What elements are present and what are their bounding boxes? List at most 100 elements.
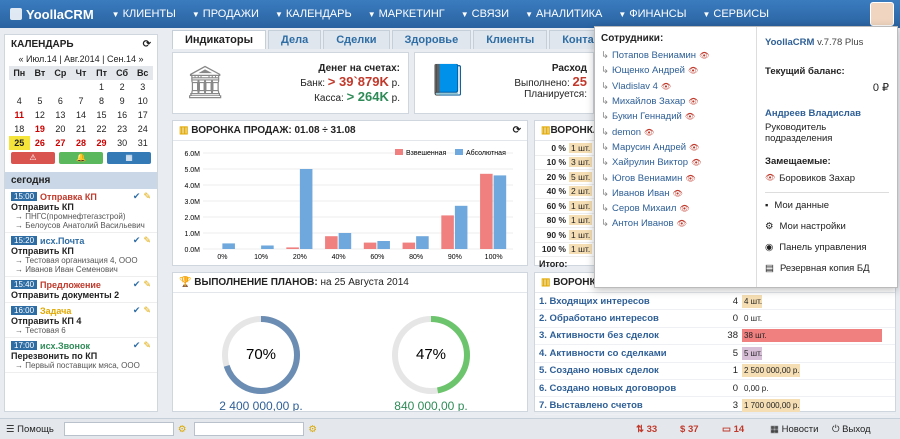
edit-icon[interactable]: ✎ (143, 191, 151, 201)
nav-item[interactable]: ▼ КАЛЕНДАРЬ (274, 8, 352, 20)
bar-absolute[interactable] (338, 233, 352, 249)
search-icon[interactable]: ⚙ (308, 423, 317, 435)
task-item[interactable]: 15:40 Предложение ✔ ✎ Отправить документы 2 (5, 277, 157, 303)
kpi-row[interactable]: 2. Обработано интересов 0 0 шт. (535, 310, 895, 328)
exit-link[interactable]: ⏻ Выход (832, 423, 871, 435)
employee-item[interactable]: ↳ Михайлов Захар 👁 (601, 96, 699, 108)
edit-icon[interactable]: ✎ (143, 305, 151, 315)
tab-item[interactable]: Сделки (323, 30, 390, 49)
check-icon[interactable]: ✔ (132, 340, 141, 350)
kpi-row[interactable]: 1. Входящих интересов 4 4 шт. (535, 293, 895, 311)
calendar-month-nav[interactable]: « Июл.14 | Авг.2014 | Сен.14 » (18, 54, 144, 64)
bell-button[interactable]: 🔔 (59, 152, 103, 164)
calendar-day[interactable]: 22 (96, 124, 107, 134)
task-item[interactable]: 15:20 исх.Почта ✔ ✎ Отправить КП → Тестовая о… (5, 233, 157, 277)
calendar-day[interactable]: 19 (34, 124, 45, 134)
calendar-day[interactable]: 13 (55, 110, 66, 120)
calendar-button[interactable]: ▦ (107, 152, 151, 164)
eye-icon[interactable]: 👁 (684, 112, 695, 122)
calendar-day[interactable]: 5 (37, 96, 43, 106)
check-icon[interactable]: ✔ (132, 191, 141, 201)
calendar-day[interactable]: 3 (140, 82, 146, 92)
calendar-day[interactable]: 11 (14, 110, 25, 120)
tab-item[interactable]: Здоровье (391, 30, 472, 49)
calendar-day[interactable]: 23 (117, 124, 128, 134)
edit-icon[interactable]: ✎ (143, 340, 151, 350)
menu-item[interactable]: ◉ Панель управления (765, 242, 867, 253)
eye-icon[interactable]: 👁 (676, 219, 687, 229)
calendar-day[interactable]: 24 (137, 124, 148, 134)
nav-item[interactable]: ▼ ПРОДАЖИ (191, 8, 259, 20)
calendar-day[interactable]: 2 (119, 82, 125, 92)
bar-absolute[interactable] (377, 241, 390, 249)
kpi-row[interactable]: 3. Активности без сделок 38 38 шт. (535, 328, 895, 346)
user-avatar[interactable] (870, 2, 894, 26)
search-input-1[interactable] (63, 422, 174, 436)
calendar-day[interactable]: 25 (9, 136, 30, 150)
calendar-day[interactable]: 6 (57, 96, 63, 106)
bar-absolute[interactable] (261, 245, 274, 249)
alert-button[interactable]: ⚠ (11, 152, 55, 164)
check-icon[interactable]: ✔ (132, 279, 141, 289)
tab-item[interactable]: Клиенты (473, 30, 548, 49)
calendar-day[interactable]: 16 (117, 110, 128, 120)
tab-item[interactable]: Индикаторы (172, 30, 266, 49)
calendar-day[interactable]: 14 (75, 110, 86, 120)
calendar-day[interactable]: 9 (119, 96, 125, 106)
counter-docs[interactable]: ▭ 14 (722, 423, 745, 435)
eye-icon[interactable]: 👁 (688, 66, 699, 76)
employee-item[interactable]: ↳ Букин Геннадий 👁 (601, 111, 695, 123)
nav-item[interactable]: ▼ АНАЛИТИКА (525, 8, 603, 20)
search-icon[interactable]: ⚙ (177, 423, 187, 435)
refresh-icon[interactable]: ⟳ (142, 39, 151, 50)
eye-icon[interactable]: 👁 (691, 158, 702, 168)
task-item[interactable]: 15:00 Отправка КП ✔ ✎ Отправить КП → ПНГС(про… (5, 189, 157, 233)
bar-weighted[interactable] (286, 247, 299, 249)
check-icon[interactable]: ✔ (132, 305, 141, 315)
eye-icon[interactable]: 👁 (679, 204, 690, 214)
bar-weighted[interactable] (325, 236, 338, 249)
news-link[interactable]: ▦ Новости (770, 423, 819, 435)
search-input-2[interactable] (194, 422, 305, 436)
employee-item[interactable]: ↳ Ющенко Андрей 👁 (601, 65, 699, 77)
eye-icon[interactable]: 👁 (688, 97, 699, 107)
substitute-user[interactable]: 👁 Боровиков Захар (765, 173, 856, 184)
employee-item[interactable]: ↳ Серов Михаил 👁 (601, 203, 690, 215)
bar-weighted[interactable] (363, 242, 377, 249)
edit-icon[interactable]: ✎ (143, 279, 151, 289)
bar-weighted[interactable] (402, 242, 416, 249)
employee-item[interactable]: ↳ demon 👁 (601, 126, 655, 138)
bar-absolute[interactable] (493, 175, 507, 249)
calendar-day[interactable]: 15 (96, 110, 107, 120)
employee-item[interactable]: ↳ Иванов Иван 👁 (601, 187, 683, 199)
calendar-day[interactable]: 20 (55, 124, 66, 134)
eye-icon[interactable]: 👁 (672, 188, 683, 198)
menu-item[interactable]: ⚙ Мои настройки (765, 221, 846, 232)
nav-item[interactable]: ▼ СЕРВИСЫ (702, 8, 769, 20)
task-item[interactable]: 17:00 исх.Звонок ✔ ✎ Перезвонить по КП → Перв… (5, 338, 157, 373)
counter-tasks[interactable]: ⇅ 33 (636, 423, 658, 435)
bar-weighted[interactable] (480, 173, 493, 249)
eye-icon[interactable]: 👁 (699, 51, 710, 61)
counter-money[interactable]: $ 37 (680, 423, 699, 435)
task-item[interactable]: 16:00 Задача ✔ ✎ Отправить КП 4 → Тестовая 6 (5, 303, 157, 338)
nav-item[interactable]: ▼ СВЯЗИ (460, 8, 510, 20)
calendar-day[interactable]: 1 (99, 82, 105, 92)
employee-item[interactable]: ↳ Vladislav 4 👁 (601, 80, 672, 92)
menu-item[interactable]: ▤ Резервная копия БД (765, 263, 870, 274)
kpi-row[interactable]: 4. Активности со сделками 5 5 шт. (535, 345, 895, 363)
bar-absolute[interactable] (222, 243, 235, 249)
kpi-row[interactable]: 6. Создано новых договоров 0 0,00 р. (535, 380, 895, 398)
calendar-day[interactable]: 8 (99, 96, 105, 106)
nav-item[interactable]: ▼ МАРКЕТИНГ (367, 8, 445, 20)
calendar-day[interactable]: 17 (137, 110, 148, 120)
eye-icon[interactable]: 👁 (644, 127, 655, 137)
calendar-day[interactable]: 18 (14, 124, 25, 134)
menu-item[interactable]: ▪ Мои данные (765, 200, 830, 211)
calendar-day[interactable]: 21 (75, 124, 86, 134)
calendar-day[interactable]: 27 (55, 138, 66, 148)
nav-item[interactable]: ▼ КЛИЕНТЫ (111, 8, 176, 20)
calendar-day[interactable]: 12 (34, 110, 45, 120)
calendar-day[interactable]: 29 (96, 138, 107, 148)
eye-icon[interactable]: 👁 (660, 81, 672, 91)
